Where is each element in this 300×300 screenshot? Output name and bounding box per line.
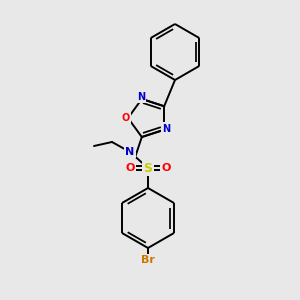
Text: O: O [125, 163, 135, 173]
Text: S: S [143, 161, 152, 175]
Text: O: O [161, 163, 171, 173]
Text: N: N [125, 147, 135, 157]
Text: O: O [122, 113, 130, 123]
Text: Br: Br [141, 255, 155, 265]
Text: N: N [137, 92, 145, 102]
Text: N: N [162, 124, 170, 134]
